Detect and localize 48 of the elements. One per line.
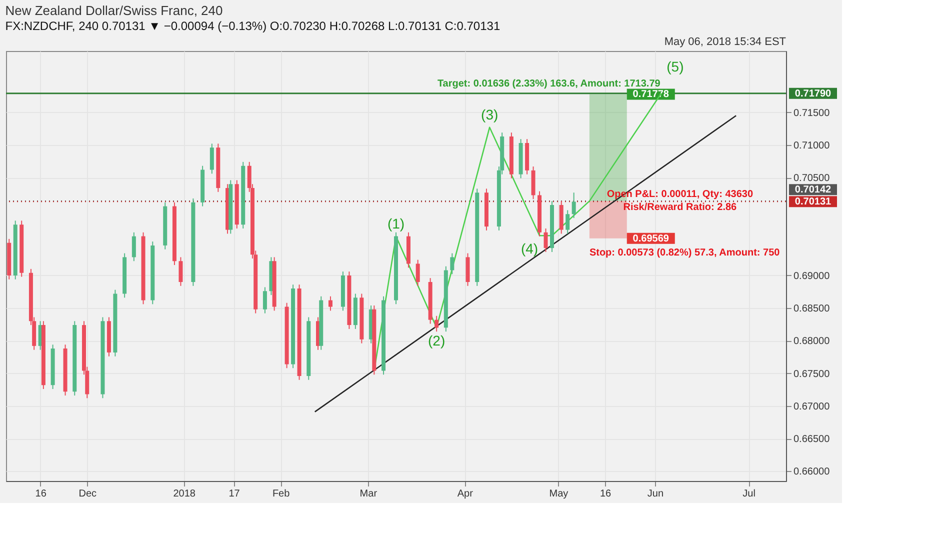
annotation: Stop: 0.00573 (0.82%) 57.3, Amount: 750 xyxy=(589,247,780,258)
x-tick-label: 2018 xyxy=(173,488,196,500)
y-tick-label: 0.68500 xyxy=(794,304,830,315)
candlestick xyxy=(566,210,570,234)
candlestick xyxy=(450,252,454,275)
ref-line-label: 0.70142 xyxy=(794,184,832,196)
x-tick-label: 16 xyxy=(600,488,612,500)
candlestick xyxy=(416,259,420,286)
y-tick-label: 0.66000 xyxy=(794,466,830,478)
x-tick-label: 17 xyxy=(228,488,240,500)
candlestick xyxy=(178,256,183,286)
y-tick-label: 0.71500 xyxy=(794,108,830,119)
chart-subtitle: FX:NZDCHF, 240 0.70131 ▼ −0.00094 (−0.13%) O:0.70230 H:0.70268 L:0.70131 C:0.70131 xyxy=(5,19,500,33)
x-tick-label: Apr xyxy=(457,488,474,500)
chart-title: New Zealand Dollar/Swiss Franc, 240 xyxy=(5,3,223,18)
candlestick xyxy=(544,228,548,252)
annotation: (4) xyxy=(520,240,538,257)
annotation: (1) xyxy=(387,215,405,232)
y-tick-label: 0.71000 xyxy=(794,140,830,152)
annotation: (3) xyxy=(481,106,498,122)
x-tick-label: Mar xyxy=(360,488,378,500)
ref-line-label: 0.70131 xyxy=(794,196,832,208)
text: May 06, 2018 15:34 EST xyxy=(664,36,786,48)
y-tick-label: 0.69000 xyxy=(794,270,830,282)
x-tick-label: Jun xyxy=(647,488,664,500)
annotation: (5) xyxy=(666,58,684,74)
x-tick-label: May xyxy=(549,488,568,500)
ref-line-label: 0.71790 xyxy=(794,88,832,100)
x-tick-label: Dec xyxy=(78,488,97,500)
x-tick-label: Feb xyxy=(272,488,290,500)
annotation: Target: 0.01636 (2.33%) 163.6, Amount: 1713.79 xyxy=(437,78,661,90)
candlestick xyxy=(132,232,136,262)
annotation: Risk/Reward Ratio: 2.86 xyxy=(623,202,738,213)
candlestick xyxy=(210,143,214,174)
candlestick xyxy=(572,192,576,219)
x-tick-label: 16 xyxy=(35,488,47,500)
candlestick xyxy=(262,286,267,314)
band-label: 0.69569 xyxy=(632,233,670,244)
y-tick-label: 0.70500 xyxy=(794,173,830,184)
y-tick-label: 0.67500 xyxy=(794,368,830,380)
annotation: (2) xyxy=(428,332,446,349)
y-tick-label: 0.67000 xyxy=(794,401,830,412)
y-tick-label: 0.66500 xyxy=(794,434,830,446)
x-tick-label: Jul xyxy=(742,488,756,500)
y-tick-label: 0.68000 xyxy=(794,336,830,348)
band-label: 0.71778 xyxy=(632,89,670,100)
candlestick xyxy=(434,315,439,332)
candlestick xyxy=(328,296,332,312)
